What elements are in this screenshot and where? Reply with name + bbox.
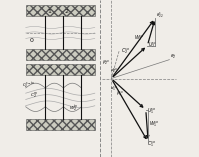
Text: $\delta_2^s$: $\delta_2^s$ (170, 53, 177, 62)
Bar (26, 64, 95, 75)
Text: 1: 1 (47, 9, 51, 14)
Bar (26, 49, 95, 60)
Text: $\alpha_2^{so}$: $\alpha_2^{so}$ (110, 67, 118, 76)
Text: $W_1^{so}$: $W_1^{so}$ (149, 120, 159, 130)
Bar (26, 119, 95, 130)
Text: $C_2^{so}$: $C_2^{so}$ (121, 46, 130, 56)
Text: $C_2^{s-to}$: $C_2^{s-to}$ (22, 80, 35, 90)
Text: $C_2^{so}$: $C_2^{so}$ (30, 92, 38, 101)
Text: $U_1^{so}$: $U_1^{so}$ (147, 106, 156, 116)
Text: $U_2^{so}$: $U_2^{so}$ (148, 40, 157, 50)
Text: $\delta_{22}^s$: $\delta_{22}^s$ (156, 12, 164, 21)
Text: $\beta_2^{so}$: $\beta_2^{so}$ (102, 59, 110, 68)
Text: 2: 2 (64, 9, 68, 14)
Text: 0: 0 (30, 38, 33, 43)
Text: $\alpha_1^{so}$: $\alpha_1^{so}$ (110, 85, 118, 94)
Text: $\beta_1^{so}$: $\beta_1^{so}$ (116, 89, 124, 99)
Text: $W_2^{to}$: $W_2^{to}$ (69, 104, 78, 113)
Bar (26, 5, 95, 16)
Text: $W_2^{so}$: $W_2^{so}$ (134, 33, 144, 43)
Text: $C_1^{so}$: $C_1^{so}$ (147, 139, 156, 149)
